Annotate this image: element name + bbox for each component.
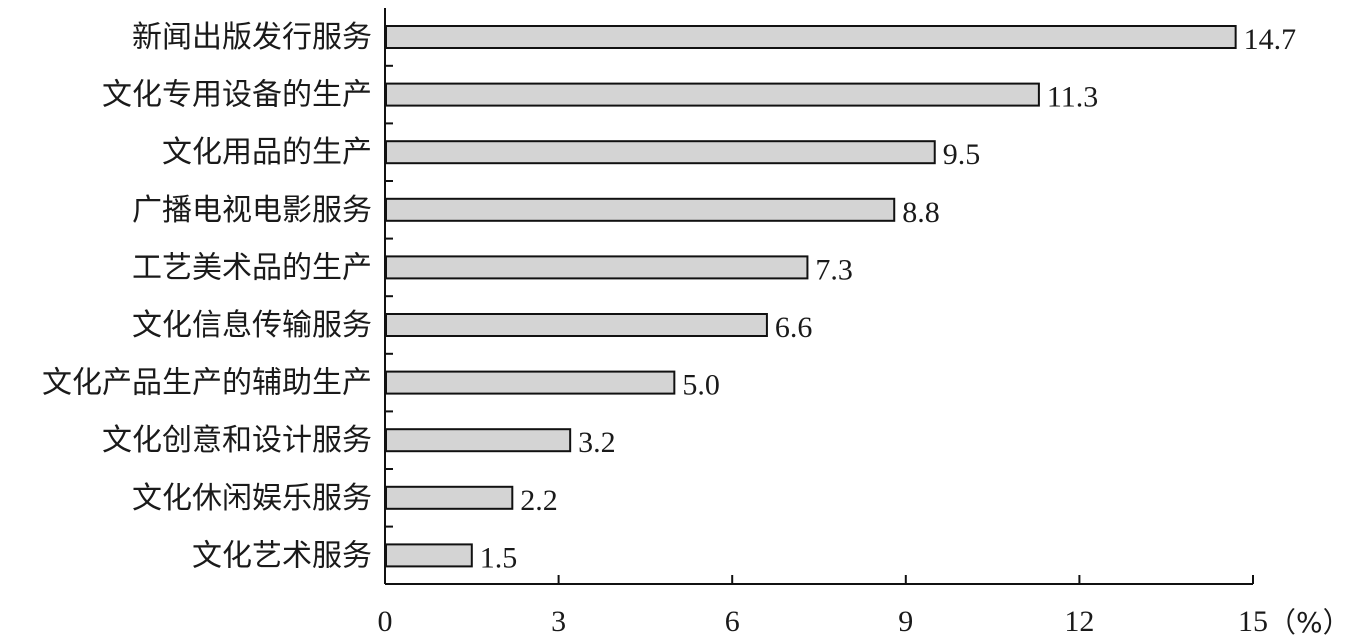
bars-layer xyxy=(385,25,1237,568)
bar xyxy=(385,370,676,395)
value-label: 7.3 xyxy=(815,253,853,286)
value-label: 9.5 xyxy=(943,138,981,171)
bar xyxy=(385,25,1237,49)
x-tick-label: 6 xyxy=(725,605,740,638)
category-label: 文化产品生产的辅助生产 xyxy=(42,366,372,401)
category-labels: 新闻出版发行服务文化专用设备的生产文化用品的生产广播电视电影服务工艺美术品的生产… xyxy=(42,20,372,573)
value-label: 14.7 xyxy=(1244,23,1297,56)
x-tick-label: 15 xyxy=(1238,605,1268,638)
value-label: 1.5 xyxy=(480,541,518,574)
x-tick-label: 3 xyxy=(551,605,566,638)
value-label: 2.2 xyxy=(520,484,558,517)
value-label: 11.3 xyxy=(1047,81,1098,114)
category-label: 文化专用设备的生产 xyxy=(102,78,372,113)
category-label: 新闻出版发行服务 xyxy=(132,20,372,55)
value-label: 8.8 xyxy=(902,196,940,229)
bar xyxy=(385,543,473,568)
axes xyxy=(384,8,1253,585)
bar xyxy=(385,82,1040,107)
category-label: 文化用品的生产 xyxy=(162,135,372,170)
value-labels: 14.7 11.3 9.58.8 7.36.6 5.0 3.2 2.21.5 xyxy=(480,23,1296,574)
x-axis-unit: （%） xyxy=(1268,606,1351,639)
category-label: 广播电视电影服务 xyxy=(132,193,372,228)
bar xyxy=(385,255,809,280)
category-label: 工艺美术品的生产 xyxy=(132,250,372,285)
x-tick-label: 9 xyxy=(898,605,913,638)
x-axis-ticks: 0 3 6 9 12 15 xyxy=(378,575,1268,638)
value-label: 3.2 xyxy=(578,426,616,459)
category-label: 文化创意和设计服务 xyxy=(102,423,372,458)
category-label: 文化信息传输服务 xyxy=(132,308,372,343)
value-label: 5.0 xyxy=(682,369,720,402)
x-tick-label: 0 xyxy=(378,605,393,638)
bar xyxy=(385,197,896,222)
bar xyxy=(385,313,768,337)
value-label: 6.6 xyxy=(775,311,813,344)
bar xyxy=(385,140,936,165)
bar xyxy=(385,428,572,453)
category-label: 文化休闲娱乐服务 xyxy=(132,481,372,516)
category-label: 文化艺术服务 xyxy=(192,538,372,573)
bar xyxy=(385,485,514,510)
x-tick-label: 12 xyxy=(1064,605,1094,638)
